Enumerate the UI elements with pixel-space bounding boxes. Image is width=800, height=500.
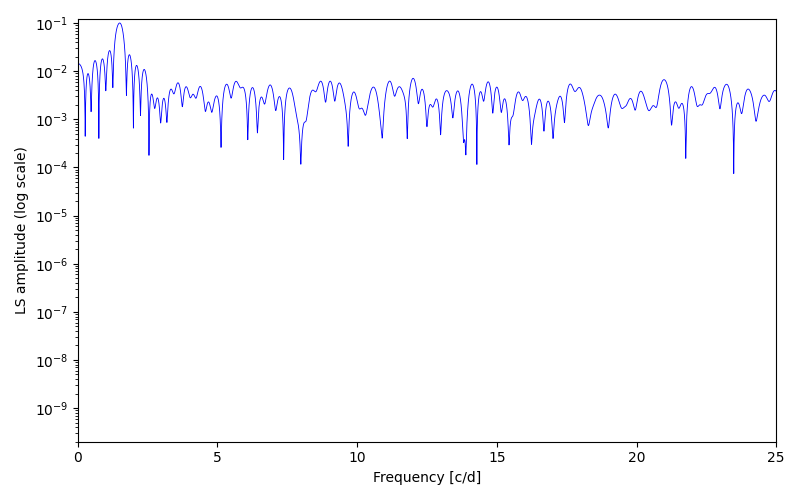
X-axis label: Frequency [c/d]: Frequency [c/d] [373,471,481,485]
Y-axis label: LS amplitude (log scale): LS amplitude (log scale) [15,146,29,314]
